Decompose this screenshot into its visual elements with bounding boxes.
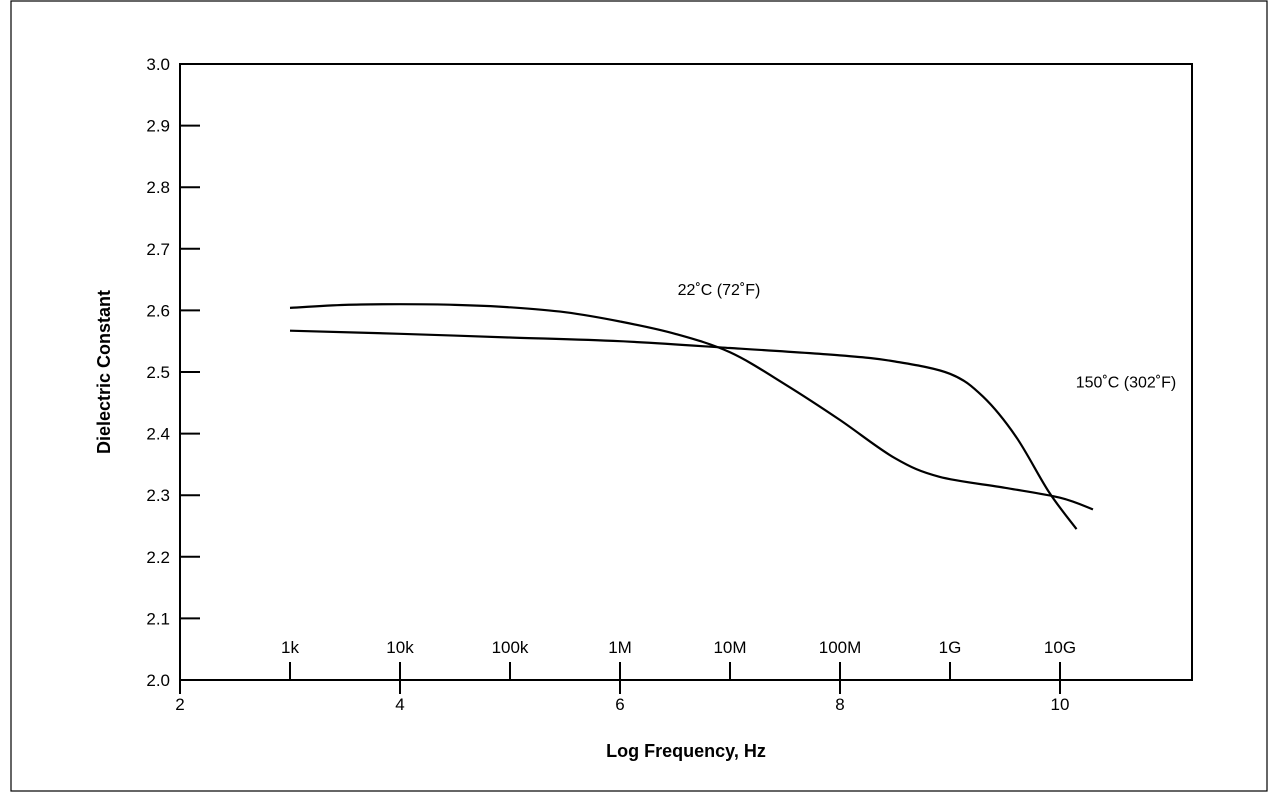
y-tick-label: 2.2 [146,548,170,567]
frequency-tick-label: 10M [713,638,746,657]
y-tick-label: 2.7 [146,240,170,259]
y-tick-label: 2.6 [146,301,170,320]
series-layer [289,303,1094,530]
annotations-layer: 22˚C (72˚F) 150˚C (302˚F) [678,282,1177,391]
y-tick-label: 2.1 [146,609,170,628]
series-label-1: 22˚C (72˚F) [678,282,761,299]
y-tick-label: 2.9 [146,117,170,136]
y-tick-label: 2.8 [146,178,170,197]
series-line-2 [289,329,1078,530]
frequency-tick-label: 100M [819,638,862,657]
frequency-tick-label: 10k [386,638,414,657]
frequency-tick-label: 10G [1044,638,1076,657]
x-axis-title: Log Frequency, Hz [606,741,766,761]
x-tick-label: 8 [835,695,844,714]
frequency-tick-label: 100k [492,638,529,657]
x-tick-label: 6 [615,695,624,714]
y-tick-label: 3.0 [146,55,170,74]
y-tick-label: 2.0 [146,671,170,690]
y-tick-label: 2.4 [146,425,170,444]
y-axis-title: Dielectric Constant [94,290,114,454]
frequency-tick-label: 1M [608,638,632,657]
x-tick-label: 2 [175,695,184,714]
axis-ticks: 2.0 2.1 2.2 2.3 2.4 2.5 2.6 2.7 2.8 2.9 3.0 2 4 6 8 10 1… [146,55,1076,714]
figure-border [10,0,1268,792]
frequency-tick-label: 1G [939,638,962,657]
frequency-tick-label: 1k [281,638,299,657]
plot-area-frame [179,63,1193,681]
series-label-2: 150˚C (302˚F) [1076,374,1176,391]
y-tick-label: 2.5 [146,363,170,382]
y-tick-label: 2.3 [146,486,170,505]
series-line-1 [289,303,1094,511]
x-tick-label: 4 [395,695,404,714]
x-tick-label: 10 [1051,695,1070,714]
